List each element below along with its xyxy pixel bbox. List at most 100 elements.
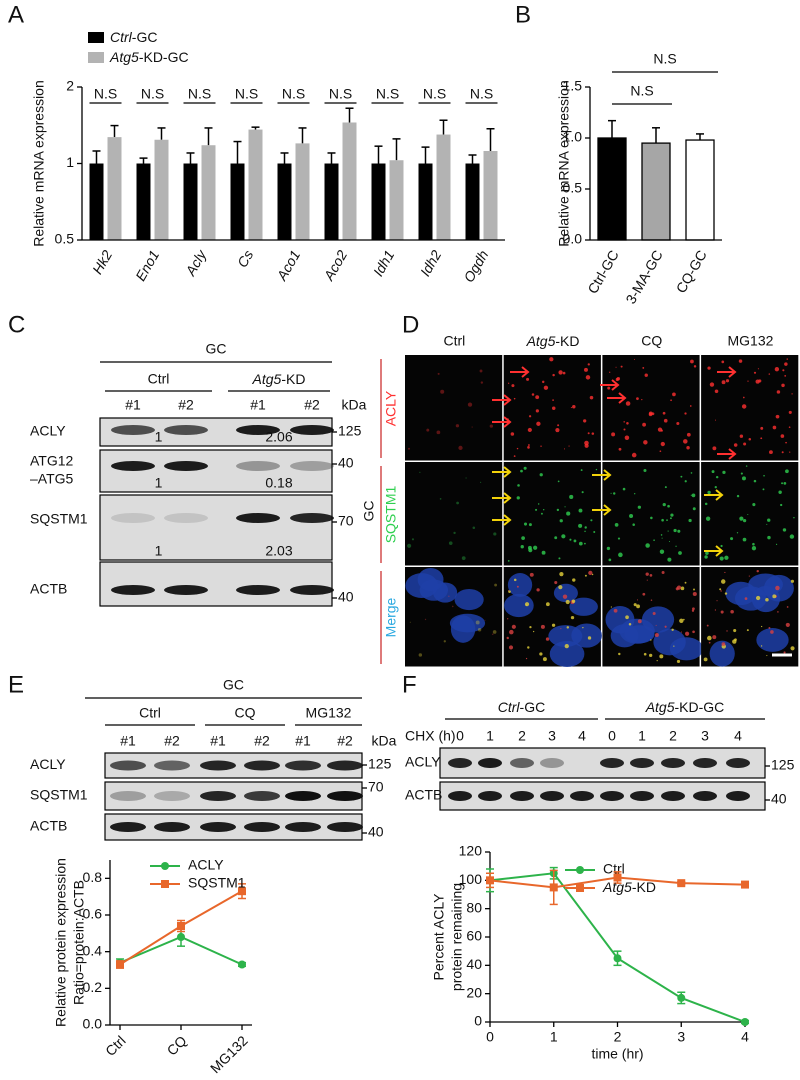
signal-dot [711,470,715,474]
signal-dot [525,657,528,660]
bar [597,137,627,241]
signal-dot [516,585,519,588]
signal-dot [615,377,619,382]
signal-dot [545,602,550,607]
signal-dot [724,592,728,595]
signal-dot [690,359,694,364]
signal-dot [760,437,763,440]
signal-dot [791,393,793,395]
panel-label: F [402,671,417,698]
signal-dot [467,402,473,407]
signal-dot [590,519,593,522]
blot-band [236,513,280,523]
signal-dot [623,428,626,431]
signal-dot [631,452,637,458]
signal-dot [707,635,712,641]
signal-dot [535,395,540,400]
plain-part: -GC [132,29,158,45]
signal-dot [480,381,484,384]
arrow [592,504,612,516]
signal-dot [673,645,675,647]
signal-dot [610,606,612,608]
signal-dot [407,543,412,548]
y-tick-label: 80 [466,899,482,915]
lane-label: 1 [486,728,494,744]
signal-dot [570,615,575,620]
signal-dot [780,503,783,507]
signal-dot [559,519,563,523]
signal-dot [624,435,630,440]
signal-dot [761,625,763,628]
signal-dot [705,516,711,521]
signal-dot [620,365,623,368]
signal-dot [593,531,596,534]
signal-dot [660,441,665,447]
signal-dot [552,406,556,410]
data-point [177,933,185,941]
signal-dot [564,506,566,508]
signal-dot [679,618,684,623]
signal-dot [708,641,711,644]
significance-label: N.S [282,86,305,102]
blot-band [327,760,363,771]
legend-label: SQSTM1 [188,875,246,891]
signal-dot [527,646,530,649]
signal-dot [625,401,631,406]
blot-strip [99,494,333,561]
blot-band [327,822,363,832]
x-tick-label: 2 [614,1029,622,1045]
row-label: ACLY [405,754,441,770]
signal-dot [667,504,670,508]
y-tick-label: 0.2 [83,979,103,995]
signal-dot [775,543,778,545]
signal-dot [580,469,583,471]
x-tick-label: Hk2 [89,247,115,277]
signal-dot [559,572,564,577]
signal-dot [448,595,450,597]
signal-dot [704,555,708,559]
legend-marker [161,862,169,870]
signal-dot [568,445,570,447]
signal-dot [443,640,446,643]
blot-band [327,791,363,801]
signal-dot [691,609,695,612]
signal-dot [664,486,667,489]
signal-dot [745,465,748,467]
signal-dot [649,574,653,577]
signal-dot [507,559,510,562]
signal-dot [719,588,722,591]
signal-dot [516,447,519,450]
x-tick-label: Ogdh [460,247,491,285]
signal-dot [571,599,576,603]
quantification: 1 [155,475,163,491]
arrow [492,466,512,478]
y-tick-label: 0.0 [563,231,583,247]
significance-label: N.S [470,86,493,102]
signal-dot [757,368,759,370]
italic-part: Atg5 [602,879,632,895]
size-marker: 125 [771,757,795,773]
unit-label: kDa [342,397,367,413]
signal-dot [513,397,516,400]
signal-dot [643,652,647,656]
lane-label: 3 [548,728,556,744]
signal-dot [513,578,517,582]
column-label: Atg5-KD [526,333,580,349]
blot-band [630,758,654,768]
row-label: ACTB [405,787,442,803]
blot-band [510,758,534,768]
y-tick-label: 1.5 [563,78,583,94]
lane-label: #1 [125,397,141,413]
blot-band [164,585,208,595]
data-point [741,880,749,889]
plain-part: -GC [520,699,546,715]
lane-label: #2 [178,397,194,413]
signal-dot [566,511,571,516]
row-label: ACLY [30,423,66,439]
arrow [600,379,620,391]
signal-dot [578,508,583,513]
bar [483,150,498,240]
micrograph [405,355,503,461]
nucleus [449,613,486,633]
signal-dot [760,645,763,647]
